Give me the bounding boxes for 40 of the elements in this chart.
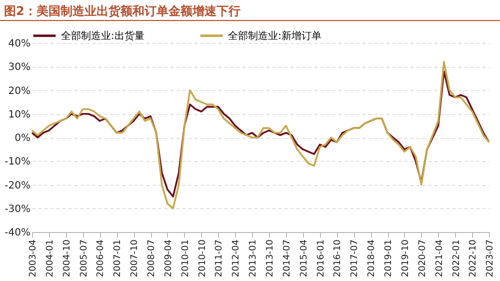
- x-tick-label: 2011-07: [214, 240, 225, 278]
- x-tick-label: 2018-04: [367, 239, 378, 278]
- x-tick-label: 2020-07: [418, 240, 428, 278]
- x-tick-label: 2012-04: [232, 239, 242, 278]
- x-tick-label: 2022-01: [452, 240, 462, 278]
- y-tick-label: -20%: [4, 180, 30, 192]
- y-tick-label: 0%: [14, 133, 30, 144]
- y-tick-label: 10%: [8, 109, 30, 120]
- x-tick-label: 2005-07: [79, 240, 90, 278]
- x-tick-label: 2014-07: [282, 240, 292, 278]
- x-tick-label: 2009-04: [164, 239, 174, 278]
- x-tick-label: 2022-10: [468, 239, 479, 278]
- y-tick-label: 20%: [8, 86, 30, 97]
- y-tick-label: 30%: [8, 62, 30, 74]
- x-tick-label: 2016-01: [316, 240, 326, 278]
- y-tick-label: 40%: [8, 38, 30, 50]
- x-tick-label: 2010-10: [198, 239, 208, 278]
- x-tick-label: 2013-01: [248, 240, 259, 278]
- x-tick-label: 2019-10: [400, 239, 411, 278]
- x-tick-label: 2013-10: [266, 239, 276, 278]
- x-tick-label: 2010-01: [180, 240, 191, 278]
- x-tick-label: 2019-01: [384, 240, 394, 278]
- x-tick-label: 2016-10: [333, 239, 344, 278]
- x-tick-label: 2007-01: [113, 240, 124, 278]
- x-tick-label: 2003-04: [28, 239, 38, 278]
- legend-label: 全部制造业:出货量: [61, 30, 144, 42]
- x-tick-label: 2008-07: [147, 240, 158, 278]
- x-tick-label: 2023-07: [486, 240, 496, 278]
- x-tick-label: 2021-04: [434, 239, 445, 278]
- x-tick-label: 2007-10: [130, 239, 140, 278]
- y-tick-label: -10%: [4, 156, 30, 168]
- y-tick-label: -30%: [4, 204, 30, 215]
- y-tick-label: -40%: [4, 228, 30, 238]
- x-tick-label: 2017-07: [350, 240, 360, 278]
- legend-label: 全部制造业:新增订单: [228, 30, 322, 42]
- x-tick-label: 2006-04: [96, 239, 106, 278]
- x-tick-label: 2015-04: [299, 239, 310, 278]
- x-tick-label: 2004-10: [62, 239, 72, 278]
- x-tick-label: 2004-01: [45, 240, 56, 278]
- chart-title: 图2：美国制造业出货额和订单金额增速下行: [0, 0, 500, 21]
